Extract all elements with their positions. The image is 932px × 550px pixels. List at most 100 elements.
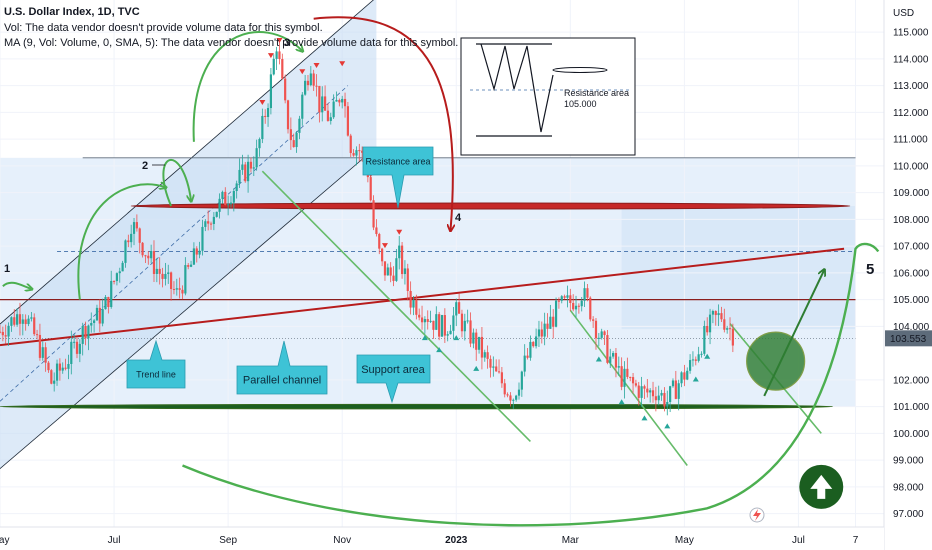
candle-14	[38, 323, 42, 361]
candle-49	[138, 227, 141, 254]
sell-signal-4	[313, 62, 320, 68]
candle-138	[392, 266, 395, 287]
candle-body	[244, 164, 247, 182]
candle-body	[292, 140, 295, 148]
volume-note: Vol: The data vendor doesn't provide vol…	[4, 22, 323, 34]
candle-body	[535, 336, 538, 347]
candle-216	[614, 348, 618, 378]
candle-body	[603, 331, 606, 336]
candle-body	[221, 191, 224, 199]
candle-32	[90, 312, 93, 333]
candle-body	[606, 335, 609, 363]
candle-86	[244, 161, 247, 183]
candle-body	[629, 376, 632, 378]
candle-93	[264, 109, 267, 124]
candle-59	[167, 264, 170, 284]
right-projection-band	[621, 205, 856, 330]
candle-body	[224, 191, 227, 206]
candle-124	[352, 149, 355, 157]
candle-91	[258, 137, 261, 157]
candle-177	[503, 378, 506, 398]
candle-body	[18, 314, 22, 324]
candle-25	[70, 330, 73, 375]
candle-body	[680, 372, 683, 384]
candle-body	[118, 271, 121, 274]
candle-body	[229, 202, 233, 205]
green-diagonal-1	[261, 170, 531, 442]
time-axis-bg	[0, 527, 884, 550]
callout-support-area-label: Support area	[361, 364, 425, 376]
candle-body	[44, 347, 47, 363]
candle-115	[326, 103, 330, 122]
candle-body	[50, 370, 53, 384]
candle-80	[227, 195, 230, 216]
buy-signal-3	[473, 365, 480, 371]
flash-icon	[753, 509, 761, 521]
candle-body	[24, 319, 27, 325]
candle-body	[683, 372, 686, 380]
y-tick-label-4: 111.000	[893, 135, 928, 146]
candle-body	[309, 73, 312, 86]
candle-body	[403, 268, 407, 275]
candle-29	[81, 322, 84, 356]
big-green-sweep	[182, 242, 880, 527]
candle-253	[720, 306, 723, 322]
candle-240	[683, 364, 686, 387]
candle-229	[651, 381, 655, 403]
candle-body	[286, 100, 290, 130]
y-tick-label-16: 98.000	[893, 482, 924, 493]
candle-body	[458, 302, 461, 314]
candle-150	[426, 310, 429, 330]
candle-206	[586, 283, 589, 302]
candle-body	[429, 320, 432, 322]
red-arc-arrow	[313, 16, 453, 230]
candle-47	[132, 218, 136, 246]
x-tick-label-5: Mar	[562, 535, 580, 546]
candle-1	[1, 326, 4, 342]
candle-101	[286, 99, 290, 134]
candle-119	[338, 98, 341, 107]
candle-body	[395, 258, 398, 281]
green-diagonal-2	[569, 309, 688, 466]
candle-69	[195, 246, 198, 263]
candle-body	[517, 389, 521, 396]
candle-body	[398, 245, 401, 259]
candle-body	[620, 366, 623, 387]
candle-body	[583, 288, 586, 301]
candle-body	[135, 222, 138, 229]
candle-body	[30, 317, 33, 319]
wave-label-2: 2	[142, 160, 148, 172]
candle-body	[669, 386, 672, 402]
candle-body	[728, 328, 732, 330]
sell-signal-5	[339, 61, 346, 67]
candle-203	[577, 303, 580, 314]
candle-body	[318, 85, 321, 113]
candle-body	[141, 242, 144, 256]
candle-body	[523, 355, 526, 372]
candle-body	[64, 367, 67, 369]
candle-body	[204, 221, 207, 227]
candle-176	[500, 366, 503, 388]
candle-body	[706, 325, 709, 333]
candle-144	[409, 281, 412, 315]
candle-body	[720, 313, 723, 320]
candle-239	[680, 371, 683, 388]
candle-body	[352, 153, 355, 156]
candle-body	[215, 211, 218, 217]
candle-231	[657, 385, 660, 406]
candle-214	[609, 348, 612, 369]
candle-body	[389, 267, 392, 276]
candle-8	[21, 314, 24, 336]
candle-body	[503, 383, 506, 395]
candle-72	[204, 219, 207, 232]
candle-body	[138, 228, 141, 243]
candle-39	[110, 270, 113, 309]
candle-body	[192, 248, 196, 265]
sell-signal-8	[396, 229, 403, 235]
last-price-badge	[885, 330, 932, 347]
candle-120	[341, 95, 344, 109]
y-tick-label-1: 114.000	[893, 54, 929, 65]
candle-body	[497, 371, 501, 373]
candle-211	[600, 328, 603, 340]
